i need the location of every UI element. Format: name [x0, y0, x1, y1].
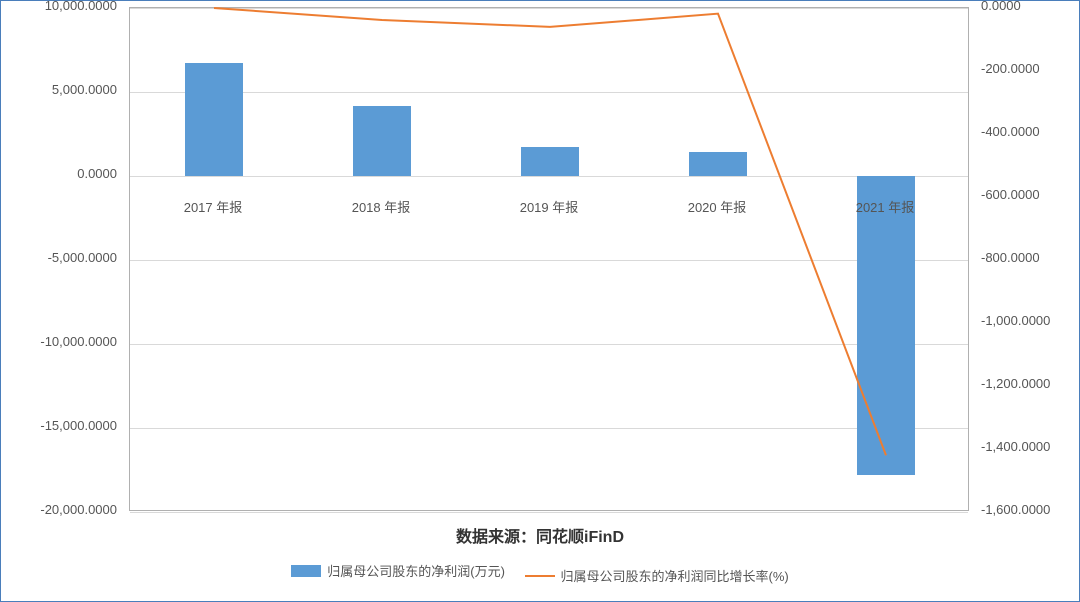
plot-area [129, 7, 969, 511]
legend-item-line: 归属母公司股东的净利润同比增长率(%) [525, 566, 789, 585]
legend-swatch-bar [291, 565, 321, 577]
legend-swatch-line [525, 575, 555, 577]
y-left-tick-label: -20,000.0000 [1, 502, 117, 517]
y-right-tick-label: -800.0000 [981, 250, 1040, 265]
bar [521, 147, 578, 176]
bar [689, 152, 746, 176]
gridline [130, 176, 968, 177]
gridline [130, 344, 968, 345]
y-right-tick-label: -200.0000 [981, 61, 1040, 76]
gridline [130, 8, 968, 9]
legend: 归属母公司股东的净利润(万元) 归属母公司股东的净利润同比增长率(%) [1, 561, 1079, 585]
gridline [130, 512, 968, 513]
bar [185, 63, 242, 176]
x-tick-label: 2017 年报 [184, 197, 243, 216]
gridline [130, 428, 968, 429]
chart-container: 数据来源：同花顺iFinD 归属母公司股东的净利润(万元) 归属母公司股东的净利… [0, 0, 1080, 602]
x-tick-label: 2018 年报 [352, 197, 411, 216]
y-left-tick-label: 10,000.0000 [1, 0, 117, 13]
gridline [130, 260, 968, 261]
legend-label-line: 归属母公司股东的净利润同比增长率(%) [561, 566, 789, 585]
bar [857, 176, 914, 475]
x-tick-label: 2020 年报 [688, 197, 747, 216]
x-tick-label: 2019 年报 [520, 197, 579, 216]
y-left-tick-label: -15,000.0000 [1, 418, 117, 433]
y-left-tick-label: -5,000.0000 [1, 250, 117, 265]
y-right-tick-label: -1,200.0000 [981, 376, 1050, 391]
gridline [130, 92, 968, 93]
line-series [214, 8, 886, 455]
y-right-tick-label: -1,000.0000 [981, 313, 1050, 328]
x-tick-label: 2021 年报 [856, 197, 915, 216]
legend-item-bar: 归属母公司股东的净利润(万元) [291, 561, 505, 580]
y-right-tick-label: -1,600.0000 [981, 502, 1050, 517]
y-right-tick-label: 0.0000 [981, 0, 1021, 13]
y-left-tick-label: 5,000.0000 [1, 82, 117, 97]
y-right-tick-label: -600.0000 [981, 187, 1040, 202]
y-right-tick-label: -1,400.0000 [981, 439, 1050, 454]
legend-label-bar: 归属母公司股东的净利润(万元) [327, 561, 505, 580]
y-left-tick-label: -10,000.0000 [1, 334, 117, 349]
y-right-tick-label: -400.0000 [981, 124, 1040, 139]
y-left-tick-label: 0.0000 [1, 166, 117, 181]
data-source-text: 数据来源：同花顺iFinD [1, 523, 1079, 547]
bar [353, 106, 410, 176]
